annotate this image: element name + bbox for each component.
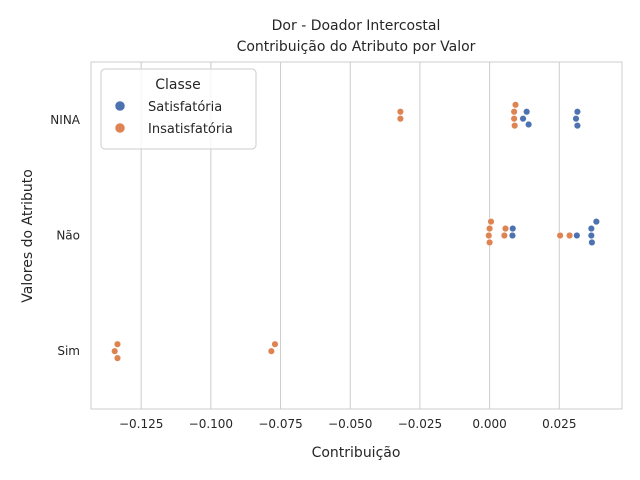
data-point (396, 115, 404, 123)
legend-title: Classe (155, 77, 200, 93)
x-tick-label: 0.000 (472, 417, 506, 431)
legend-label: Satisfatória (148, 100, 222, 115)
x-tick-label: −0.075 (258, 417, 302, 431)
data-point (573, 108, 581, 116)
y-tick-label: Não (56, 229, 80, 243)
data-point (113, 340, 122, 348)
data-point (573, 231, 581, 240)
legend-box (100, 68, 257, 150)
data-point (111, 347, 119, 355)
data-point (485, 231, 493, 240)
x-tick-labels: −0.125 −0.100 −0.075 −0.050 −0.025 0.000 0.025 (119, 417, 577, 431)
data-point (509, 225, 517, 233)
data-point (113, 354, 122, 362)
legend: Classe Satisfatória Insatisfatória (100, 68, 257, 150)
data-point (486, 238, 494, 246)
data-point (566, 231, 574, 240)
legend-marker (114, 122, 126, 134)
data-point (587, 225, 595, 233)
data-point (486, 225, 494, 233)
x-tick-label: −0.025 (398, 417, 442, 431)
data-point (511, 122, 519, 130)
data-point (592, 218, 600, 226)
data-point (487, 218, 495, 226)
legend-items: Satisfatória Insatisfatória (114, 100, 233, 137)
data-point (573, 122, 581, 130)
legend-marker (114, 100, 126, 112)
data-point (556, 231, 564, 240)
data-point (572, 115, 580, 123)
data-points (111, 101, 600, 362)
chart-subtitle: Contribuição do Atributo por Valor (237, 39, 476, 55)
data-point (511, 101, 520, 109)
data-point (396, 108, 404, 116)
x-tick-label: 0.025 (542, 417, 576, 431)
data-point (519, 115, 527, 123)
data-point (500, 231, 508, 240)
data-point (267, 347, 275, 355)
y-axis-label: Valores do Atributo (20, 169, 36, 303)
legend-label: Insatisfatória (148, 122, 233, 137)
data-point (587, 231, 595, 240)
x-tick-label: −0.050 (328, 417, 372, 431)
data-point (588, 238, 596, 246)
data-point (510, 115, 518, 123)
data-point (525, 120, 533, 129)
x-tick-label: −0.125 (119, 417, 163, 431)
data-point (523, 108, 531, 116)
y-tick-label: Sim (57, 344, 80, 358)
data-point (501, 225, 510, 233)
chart-title: Dor - Doador Intercostal (272, 18, 441, 34)
data-point (271, 340, 279, 348)
x-tick-label: −0.100 (189, 417, 233, 431)
y-tick-labels: NINA Não Sim (50, 113, 80, 358)
data-point (508, 231, 517, 240)
y-tick-label: NINA (50, 113, 80, 127)
plot-frame (90, 61, 623, 410)
data-point (510, 108, 518, 116)
x-axis-label: Contribuição (312, 445, 401, 461)
